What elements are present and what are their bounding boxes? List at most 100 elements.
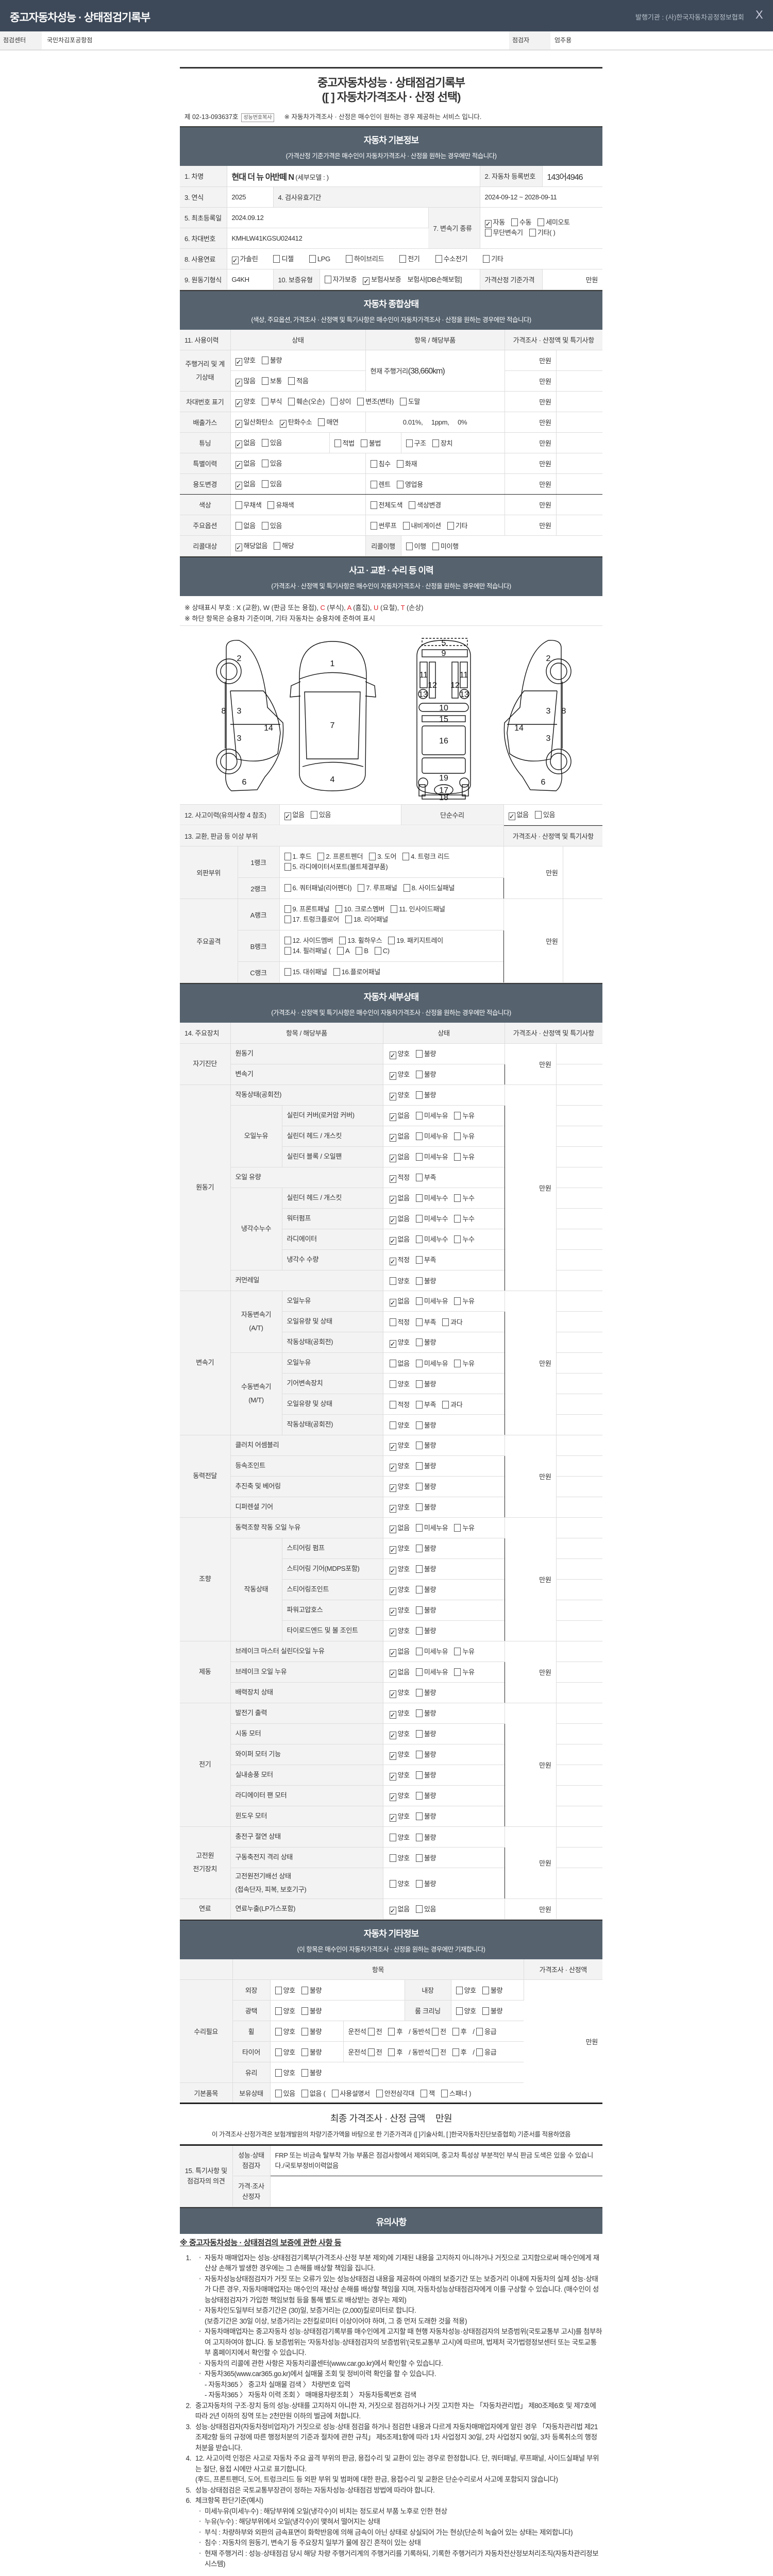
checkbox[interactable]: [454, 1647, 461, 1655]
checkbox[interactable]: [415, 1338, 423, 1346]
checkbox[interactable]: [389, 1359, 396, 1367]
checkbox[interactable]: [333, 968, 340, 976]
checkbox-option[interactable]: 수소전기: [435, 253, 468, 263]
checkbox[interactable]: [301, 2048, 308, 2056]
checkbox-option[interactable]: 불량: [415, 1379, 436, 1388]
checkbox[interactable]: [318, 418, 325, 426]
checkbox[interactable]: ✓: [389, 1298, 396, 1307]
checkbox[interactable]: [415, 1585, 423, 1594]
checkbox[interactable]: ✓: [231, 256, 239, 264]
checkbox-option[interactable]: B: [356, 946, 368, 956]
checkbox[interactable]: [415, 1049, 423, 1058]
checkbox[interactable]: ✓: [389, 1092, 396, 1100]
checkbox[interactable]: [399, 255, 407, 263]
checkbox-option[interactable]: ✓ 양호: [389, 1090, 410, 1100]
checkbox-option[interactable]: 10. 크로스멤버: [335, 904, 384, 914]
checkbox-option[interactable]: ✓ 양호: [389, 1337, 410, 1348]
checkbox-option[interactable]: 1. 후드: [284, 852, 312, 862]
checkbox-option[interactable]: ✓ 없음: [389, 1151, 410, 1162]
checkbox-option[interactable]: 14. 필러패널 (: [284, 946, 331, 956]
checkbox-option[interactable]: 불량: [415, 1337, 436, 1347]
checkbox-option[interactable]: 18. 리어패널: [345, 914, 388, 925]
checkbox-option[interactable]: 응급: [476, 2026, 497, 2036]
checkbox[interactable]: [261, 357, 268, 364]
checkbox[interactable]: [415, 1132, 423, 1140]
checkbox-option[interactable]: 보통: [261, 376, 282, 385]
checkbox[interactable]: [374, 947, 381, 955]
checkbox-option[interactable]: 적법: [334, 438, 355, 448]
checkbox[interactable]: ✓: [389, 1175, 396, 1183]
checkbox[interactable]: [442, 1400, 449, 1409]
checkbox-option[interactable]: 양호: [275, 1985, 295, 1995]
checkbox-option[interactable]: ✓ 적정: [389, 1172, 410, 1183]
checkbox[interactable]: [370, 501, 377, 509]
checkbox-option[interactable]: ✓ 양호: [389, 1790, 410, 1801]
checkbox[interactable]: [402, 853, 410, 860]
checkbox[interactable]: ✓: [389, 1133, 396, 1142]
checkbox[interactable]: [288, 377, 295, 385]
checkbox[interactable]: ✓: [235, 399, 242, 407]
checkbox-option[interactable]: 전기: [399, 253, 420, 263]
checkbox-option[interactable]: ✓ 없음: [508, 809, 529, 820]
checkbox[interactable]: [301, 2007, 308, 2015]
checkbox-option[interactable]: 기타( ): [529, 228, 556, 238]
checkbox-option[interactable]: LPG: [309, 255, 330, 263]
checkbox-option[interactable]: 17. 트렁크플로어: [284, 914, 339, 925]
checkbox[interactable]: ✓: [389, 1566, 396, 1574]
checkbox-option[interactable]: 응급: [476, 2047, 497, 2057]
checkbox-option[interactable]: 누유: [454, 1131, 475, 1141]
checkbox-option[interactable]: 미세누유: [415, 1151, 448, 1161]
checkbox-option[interactable]: 미세누유: [415, 1131, 448, 1141]
checkbox[interactable]: [452, 2048, 459, 2056]
checkbox-option[interactable]: 누수: [454, 1234, 475, 1244]
checkbox-option[interactable]: 스패너 ): [441, 2088, 471, 2098]
checkbox-option[interactable]: 없음: [235, 520, 256, 530]
checkbox-option[interactable]: 내비게이션: [402, 520, 441, 530]
checkbox-option[interactable]: ✓ 양호: [389, 1564, 410, 1574]
checkbox-option[interactable]: 후: [388, 2026, 402, 2036]
checkbox-option[interactable]: 불량: [415, 1584, 436, 1594]
checkbox-option[interactable]: 양호: [275, 2026, 295, 2036]
checkbox[interactable]: [399, 398, 407, 405]
checkbox-option[interactable]: ✓ 양호: [389, 1687, 410, 1698]
checkbox[interactable]: ✓: [389, 1772, 396, 1781]
checkbox-option[interactable]: ✓ 보험사보증: [363, 274, 401, 285]
checkbox-option[interactable]: 미세누유: [415, 1522, 448, 1532]
checkbox-option[interactable]: 불량: [415, 1605, 436, 1615]
checkbox-option[interactable]: 불량: [415, 1502, 436, 1512]
checkbox[interactable]: [482, 1987, 489, 1994]
checkbox[interactable]: ✓: [363, 277, 370, 285]
checkbox[interactable]: [432, 543, 439, 550]
checkbox-option[interactable]: 있음: [261, 458, 282, 468]
checkbox[interactable]: [454, 1111, 461, 1120]
checkbox[interactable]: [435, 255, 442, 263]
checkbox-option[interactable]: 전체도색: [370, 500, 402, 510]
checkbox[interactable]: ✓: [389, 1669, 396, 1677]
checkbox-option[interactable]: 화재: [396, 459, 417, 468]
checkbox-option[interactable]: 미이행: [432, 541, 459, 551]
checkbox-option[interactable]: 미세누수: [415, 1234, 448, 1244]
checkbox-option[interactable]: 누유: [454, 1296, 475, 1306]
checkbox-option[interactable]: 구조: [406, 438, 426, 448]
checkbox-option[interactable]: 불량: [415, 1853, 436, 1862]
checkbox-option[interactable]: 불량: [415, 1276, 436, 1285]
checkbox-option[interactable]: 부식: [261, 396, 282, 406]
checkbox-option[interactable]: ✓ 없음: [389, 1193, 410, 1204]
checkbox[interactable]: [415, 1421, 423, 1429]
checkbox[interactable]: [358, 884, 365, 892]
checkbox-option[interactable]: 12. 사이드멤버: [284, 936, 333, 946]
checkbox-option[interactable]: 불량: [301, 1985, 322, 1995]
checkbox-option[interactable]: ✓ 양호: [389, 1605, 410, 1616]
checkbox[interactable]: ✓: [389, 1113, 396, 1121]
checkbox-option[interactable]: ✓ 해당없음: [235, 540, 267, 551]
checkbox[interactable]: ✓: [235, 482, 242, 489]
checkbox-option[interactable]: 2. 프론트펜더: [317, 852, 363, 862]
checkbox-option[interactable]: 양호: [456, 2006, 476, 2015]
checkbox-option[interactable]: 불량: [415, 1048, 436, 1058]
checkbox-option[interactable]: 세미오토: [537, 217, 570, 228]
checkbox[interactable]: [415, 1297, 423, 1305]
checkbox-option[interactable]: ✓ 양호: [389, 1502, 410, 1513]
checkbox[interactable]: [415, 1709, 423, 1717]
checkbox-option[interactable]: 미세누유: [415, 1110, 448, 1120]
checkbox[interactable]: [415, 1750, 423, 1758]
